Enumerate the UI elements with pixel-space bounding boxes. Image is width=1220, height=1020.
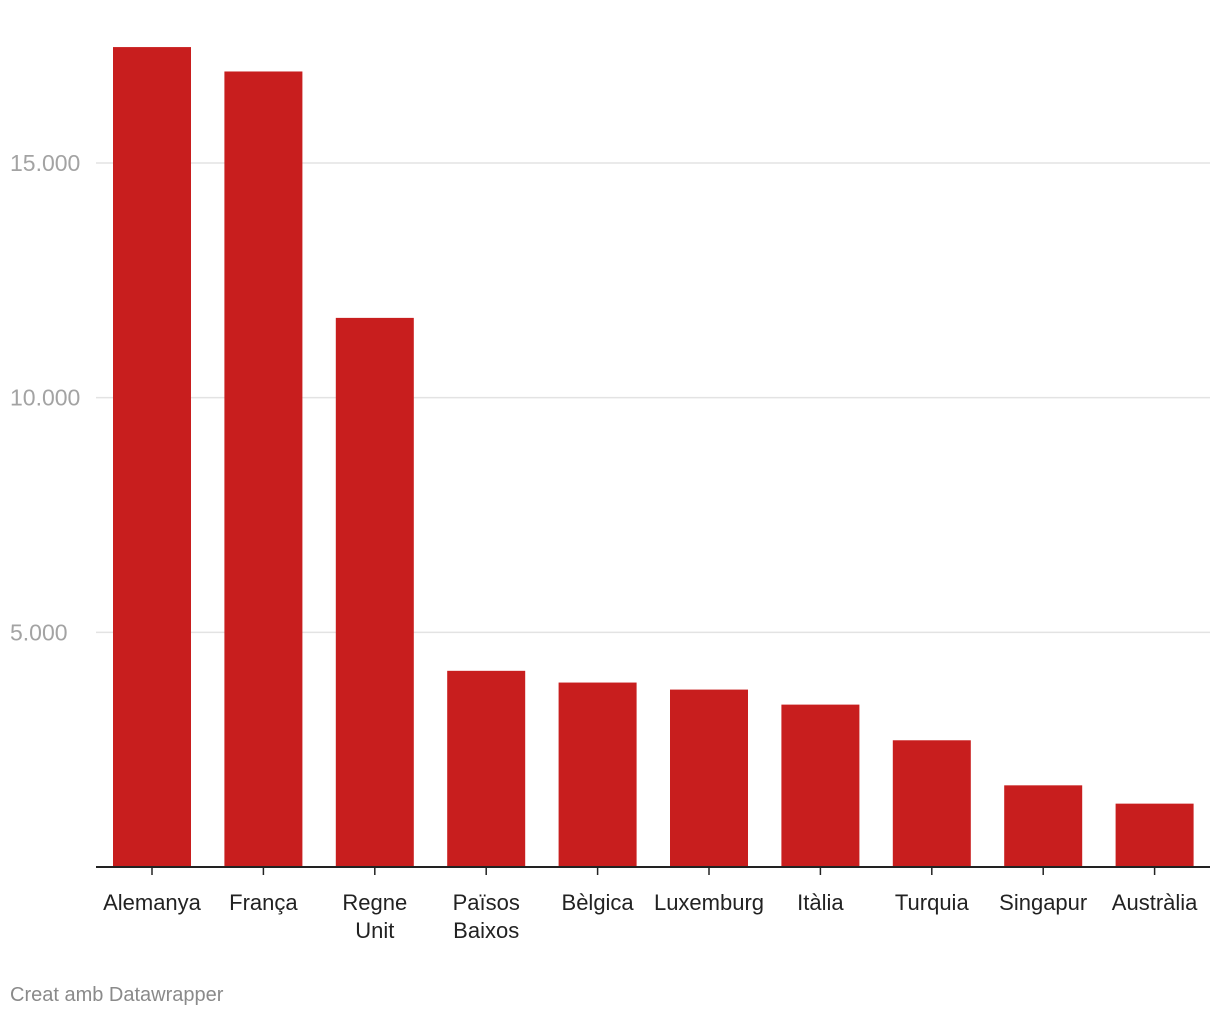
x-tick-label: Turquia: [895, 890, 970, 915]
bar: [1115, 803, 1194, 867]
x-tick-label: Regne Unit: [342, 890, 407, 943]
x-tick-label-line: Alemanya: [103, 890, 202, 915]
bar: [1004, 785, 1083, 867]
bar: [113, 47, 191, 868]
bar: [670, 689, 748, 867]
x-tick-label-line: Baixos: [453, 918, 519, 943]
bars: [113, 47, 1194, 868]
x-tick-label-line: Singapur: [999, 890, 1087, 915]
x-tick-label: Singapur: [999, 890, 1087, 915]
credit-text: Creat amb Datawrapper: [10, 984, 224, 1006]
x-tick-label-line: França: [229, 890, 298, 915]
x-tick-label: França: [229, 890, 298, 915]
bar: [781, 704, 860, 867]
x-tick-label-line: Unit: [355, 918, 394, 943]
x-axis-labels: Alemanya França Regne Unit Països Baixos Bèlgi…: [103, 890, 1198, 943]
y-tick-label: 5.000: [10, 619, 68, 645]
x-axis: [96, 866, 1210, 875]
x-tick-label: Itàlia: [797, 890, 844, 915]
x-tick-label-line: Turquia: [895, 890, 970, 915]
x-tick-label-line: Bèlgica: [562, 890, 635, 915]
x-tick-label-line: Austràlia: [1112, 890, 1198, 915]
x-tick-label: Bèlgica: [562, 890, 635, 915]
bar: [335, 317, 414, 867]
x-tick-label: Alemanya: [103, 890, 202, 915]
y-tick-label: 10.000: [10, 385, 80, 411]
x-tick-label-line: Itàlia: [797, 890, 844, 915]
x-tick-label: Països Baixos: [453, 890, 520, 943]
x-tick-label-line: Països: [453, 890, 520, 915]
bar: [558, 682, 637, 867]
x-tick-label-line: Regne: [342, 890, 407, 915]
x-tick-label-line: Luxemburg: [654, 890, 764, 915]
x-tick-label: Luxemburg: [654, 890, 764, 915]
bar: [447, 670, 526, 867]
bar: [892, 740, 971, 867]
bar: [224, 71, 303, 868]
y-axis-labels: 5.000 10.000 15.000: [10, 150, 80, 645]
x-tick-label: Austràlia: [1112, 890, 1198, 915]
y-tick-label: 15.000: [10, 150, 80, 176]
